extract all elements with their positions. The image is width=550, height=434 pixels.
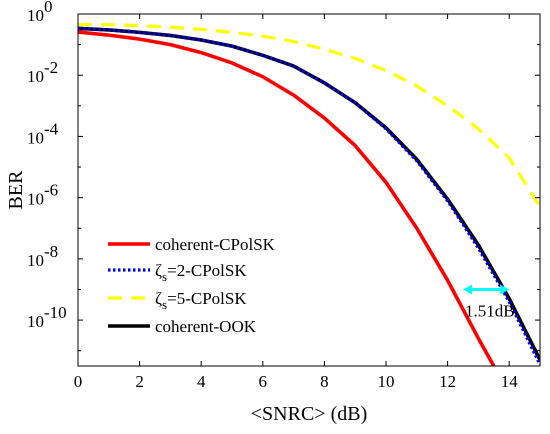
x-tick-label-7: 14 — [501, 372, 519, 391]
annotation-layer: 1.51dB — [463, 284, 515, 320]
x-tick-label-5: 10 — [378, 372, 395, 391]
x-tick-label-4: 8 — [320, 372, 329, 391]
x-tick-label-0: 0 — [74, 372, 83, 391]
x-tick-label-1: 2 — [135, 372, 144, 391]
y-tick-exponent-0: 0 — [44, 0, 53, 16]
y-axis-label: BER — [5, 170, 27, 210]
y-tick-label-0: 10 — [27, 6, 44, 25]
y-tick-label-1: 10 — [27, 67, 44, 86]
y-tick-exponent-2: -4 — [44, 119, 59, 138]
legend: coherent-CPolSKζs=2-CPolSKζs=5-CPolSKcoh… — [108, 235, 276, 336]
series-line-2 — [78, 23, 540, 208]
legend-label-3: coherent-OOK — [155, 317, 257, 336]
x-tick-label-3: 6 — [259, 372, 268, 391]
y-tick-exponent-5: -10 — [44, 303, 67, 322]
y-tick-exponent-1: -2 — [44, 58, 58, 77]
series-line-1 — [78, 26, 540, 366]
legend-label-symbol-1: ζ — [155, 261, 162, 280]
legend-label-subscript-2: s — [162, 297, 167, 312]
y-tick-label-4: 10 — [27, 251, 44, 270]
legend-label-1: ζs=2-CPolSK — [155, 261, 247, 284]
legend-label-0: coherent-CPolSK — [155, 235, 276, 254]
plot-frame — [77, 13, 541, 367]
x-tick-label-6: 12 — [439, 372, 456, 391]
legend-label-2: ζs=5-CPolSK — [155, 289, 247, 312]
y-tick-exponent-3: -6 — [44, 181, 58, 200]
legend-label-symbol-2: ζ — [155, 289, 162, 308]
annotation-arrow-head-right — [500, 284, 510, 295]
legend-label-rest-1: =2-CPolSK — [167, 261, 247, 280]
y-tick-label-5: 10 — [27, 312, 44, 331]
x-tick-label-2: 4 — [197, 372, 206, 391]
annotation-label: 1.51dB — [465, 301, 515, 320]
y-tick-label-3: 10 — [27, 190, 44, 209]
legend-label-rest-2: =5-CPolSK — [167, 289, 247, 308]
x-axis-label: <SNRC> (dB) — [251, 403, 367, 425]
y-tick-exponent-4: -8 — [44, 242, 58, 261]
series-layer — [78, 23, 540, 366]
legend-label-subscript-1: s — [162, 269, 167, 284]
annotation-arrow-head-left — [463, 284, 472, 295]
series-line-0 — [78, 30, 496, 366]
y-tick-label-2: 10 — [27, 128, 44, 147]
